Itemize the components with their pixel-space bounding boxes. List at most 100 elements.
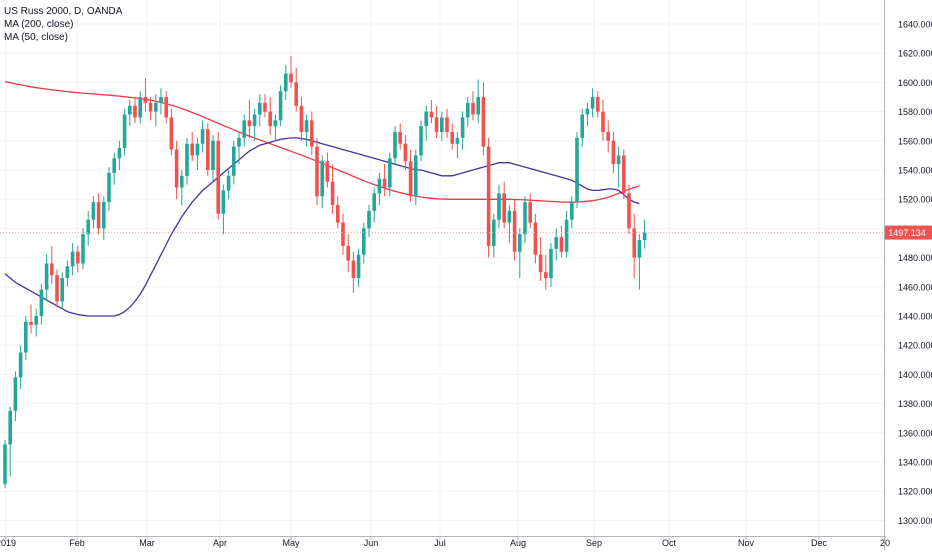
candle-down bbox=[29, 304, 33, 334]
candle-up bbox=[39, 283, 44, 325]
candle-body bbox=[356, 254, 361, 279]
candle-down bbox=[538, 237, 543, 281]
candle-body bbox=[419, 126, 423, 156]
candle-body bbox=[450, 132, 454, 144]
candle-up bbox=[128, 99, 132, 127]
candle-body bbox=[590, 97, 595, 109]
candle-down bbox=[294, 67, 298, 112]
candle-body bbox=[3, 444, 7, 484]
candle-body bbox=[44, 263, 49, 290]
candle-body bbox=[304, 120, 309, 133]
candle-up bbox=[273, 114, 278, 141]
candle-up bbox=[460, 111, 465, 150]
candle-body bbox=[429, 111, 434, 118]
candle-down bbox=[169, 108, 174, 156]
candle-body bbox=[65, 266, 70, 279]
candle-body bbox=[284, 73, 288, 92]
price-tick-label: 1520.000 bbox=[898, 195, 932, 205]
candle-body bbox=[117, 148, 122, 159]
price-tick-label: 1440.000 bbox=[898, 312, 932, 322]
candle-down bbox=[502, 181, 506, 229]
candle-body bbox=[24, 321, 28, 353]
candle-body bbox=[455, 137, 460, 144]
candle-body bbox=[138, 97, 142, 118]
candle-body bbox=[252, 114, 257, 127]
price-tick-label: 1540.000 bbox=[898, 166, 932, 176]
candle-up bbox=[252, 108, 257, 141]
candle-down bbox=[174, 140, 179, 200]
candle-body bbox=[200, 129, 205, 144]
candle-down bbox=[429, 99, 434, 124]
candle-body bbox=[564, 219, 569, 252]
candle-body bbox=[408, 161, 413, 197]
candle-down bbox=[434, 105, 439, 138]
candle-up bbox=[226, 170, 231, 200]
candle-up bbox=[258, 94, 262, 127]
candle-body bbox=[616, 155, 621, 165]
candle-down bbox=[315, 137, 319, 206]
candle-up bbox=[211, 134, 215, 182]
candle-up bbox=[564, 210, 569, 258]
time-tick-label: Aug bbox=[510, 538, 526, 548]
price-tick-label: 1560.000 bbox=[898, 136, 932, 146]
candle-body bbox=[346, 245, 350, 261]
candle-body bbox=[393, 132, 397, 159]
candle-down bbox=[533, 213, 538, 264]
candle-up bbox=[107, 167, 111, 211]
candle-body bbox=[315, 146, 319, 197]
candle-up bbox=[34, 308, 38, 337]
candle-body bbox=[102, 202, 106, 229]
candle-body bbox=[637, 240, 642, 258]
candle-up bbox=[507, 205, 512, 243]
candle-up bbox=[3, 440, 7, 489]
price-tick-label: 1580.000 bbox=[898, 107, 932, 117]
candle-body bbox=[575, 137, 579, 203]
ma200-legend[interactable]: MA (200, close) bbox=[4, 19, 74, 30]
candle-up bbox=[523, 196, 527, 243]
candle-body bbox=[351, 260, 356, 279]
candle-body bbox=[398, 132, 402, 144]
candle-down bbox=[481, 82, 486, 156]
candle-body bbox=[128, 105, 132, 115]
candle-body bbox=[164, 97, 168, 118]
candle-body bbox=[497, 193, 501, 220]
ma50-legend[interactable]: MA (50, close) bbox=[4, 32, 68, 43]
candle-down bbox=[445, 108, 449, 138]
candle-up bbox=[549, 243, 553, 287]
candle-body bbox=[434, 117, 439, 133]
candle-up bbox=[70, 243, 75, 276]
candle-body bbox=[481, 97, 486, 147]
candle-down bbox=[164, 91, 168, 124]
candle-up bbox=[117, 140, 122, 170]
candle-down bbox=[346, 234, 350, 273]
candle-body bbox=[86, 219, 90, 235]
candle-up bbox=[13, 371, 18, 422]
candle-up bbox=[466, 97, 470, 127]
candle-up bbox=[278, 85, 283, 127]
candle-body bbox=[627, 193, 631, 229]
candle-body bbox=[544, 272, 548, 279]
candle-body bbox=[382, 178, 387, 188]
candle-up bbox=[102, 196, 106, 241]
candle-up bbox=[518, 228, 522, 279]
price-tick-label: 1420.000 bbox=[898, 341, 932, 351]
candle-body bbox=[278, 91, 283, 121]
candle-body bbox=[414, 155, 418, 197]
candle-down bbox=[55, 269, 59, 308]
ma50-line bbox=[4, 137, 640, 317]
candle-down bbox=[310, 111, 314, 156]
candle-body bbox=[533, 222, 538, 255]
candle-body bbox=[606, 132, 610, 141]
candle-body bbox=[622, 155, 626, 194]
candle-down bbox=[76, 245, 80, 273]
candle-down bbox=[190, 132, 194, 162]
time-tick-label: Mar bbox=[139, 538, 155, 548]
symbol-title[interactable]: US Russ 2000, D, OANDA bbox=[4, 6, 123, 17]
candle-up bbox=[590, 88, 595, 118]
candle-up bbox=[154, 94, 158, 127]
candle-body bbox=[143, 97, 148, 103]
candle-down bbox=[601, 99, 605, 141]
